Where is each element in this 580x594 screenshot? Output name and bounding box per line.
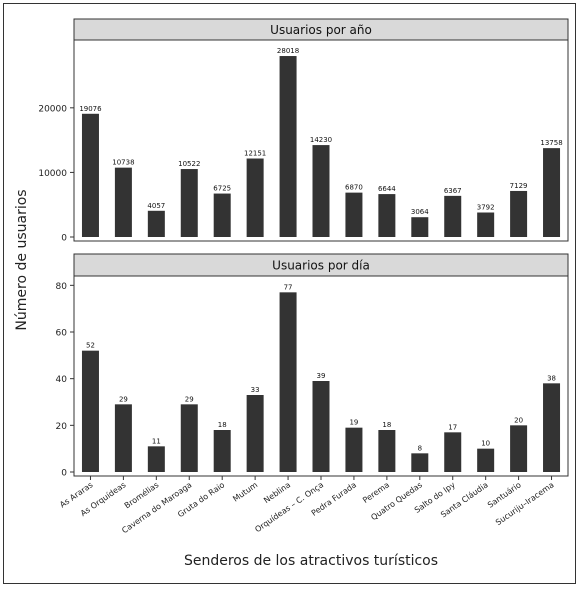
- bar: [345, 192, 363, 237]
- bar: [477, 448, 495, 472]
- data-label: 39: [317, 372, 326, 380]
- data-label: 10738: [112, 159, 134, 167]
- data-label: 13758: [540, 139, 562, 147]
- bar: [378, 430, 396, 472]
- y-tick-label: 60: [56, 329, 68, 339]
- data-label: 17: [448, 423, 457, 431]
- data-label: 18: [382, 421, 391, 429]
- bar: [345, 427, 363, 472]
- bar: [180, 169, 198, 237]
- data-label: 11: [152, 437, 161, 445]
- data-label: 10: [481, 440, 490, 448]
- data-label: 19076: [79, 105, 102, 113]
- bar: [81, 113, 99, 237]
- bar: [312, 145, 330, 237]
- data-label: 3792: [477, 204, 495, 212]
- y-tick-label: 20: [56, 422, 68, 432]
- data-label: 28018: [277, 47, 299, 55]
- y-tick-label: 80: [56, 282, 68, 292]
- data-label: 52: [86, 342, 95, 350]
- bar: [147, 446, 165, 472]
- bar: [147, 210, 165, 237]
- y-tick-label: 0: [61, 234, 67, 244]
- bar: [180, 404, 198, 472]
- data-label: 14230: [310, 136, 332, 144]
- bar: [543, 148, 561, 237]
- data-label: 10522: [178, 160, 200, 168]
- bar: [411, 453, 429, 472]
- panel-2: Usuarios por día 0 20 40 60 80 52 29 11 29 18 33 77 3…: [56, 253, 569, 480]
- bar: [444, 195, 462, 237]
- data-label: 6644: [378, 185, 396, 193]
- data-label: 33: [251, 386, 260, 394]
- data-label: 18: [218, 421, 227, 429]
- y-tick-label: 40: [56, 375, 68, 385]
- y-tick-label: 20000: [38, 104, 67, 114]
- data-label: 4057: [147, 202, 165, 210]
- bar: [510, 190, 528, 237]
- bar: [378, 194, 396, 237]
- data-label: 6367: [444, 187, 462, 195]
- data-label: 12151: [244, 150, 266, 158]
- y-axis-label: Número de usuarios: [14, 189, 30, 330]
- y-tick-label: 0: [61, 469, 67, 479]
- bar: [246, 158, 264, 237]
- bar: [444, 432, 462, 472]
- bar: [114, 404, 132, 472]
- data-label: 38: [547, 374, 556, 382]
- bar: [246, 395, 264, 472]
- bar: [411, 217, 429, 237]
- data-label: 29: [185, 395, 194, 403]
- bar: [543, 383, 561, 472]
- data-label: 6870: [345, 184, 363, 192]
- x-axis-label: Senderos de los atractivos turísticos: [184, 553, 438, 569]
- bar: [213, 430, 231, 472]
- bar: [114, 167, 132, 237]
- data-label: 20: [514, 416, 523, 424]
- panel-title: Usuarios por año: [270, 23, 372, 37]
- bar: [279, 292, 297, 472]
- bar: [213, 193, 231, 237]
- y-tick-label: 10000: [38, 169, 67, 179]
- data-label: 8: [418, 444, 422, 452]
- bar: [477, 212, 495, 237]
- panel-1: Usuarios por año 0 10000 20000 19076 10738 405…: [38, 18, 569, 244]
- panel-title: Usuarios por día: [272, 259, 370, 273]
- bar: [81, 350, 99, 472]
- data-label: 29: [119, 395, 128, 403]
- bar: [312, 381, 330, 472]
- data-label: 77: [284, 283, 293, 291]
- data-label: 19: [349, 419, 358, 427]
- data-label: 6725: [213, 185, 231, 193]
- bar: [510, 425, 528, 472]
- bar: [279, 56, 297, 237]
- data-label: 3064: [411, 208, 429, 216]
- data-label: 7129: [510, 182, 528, 190]
